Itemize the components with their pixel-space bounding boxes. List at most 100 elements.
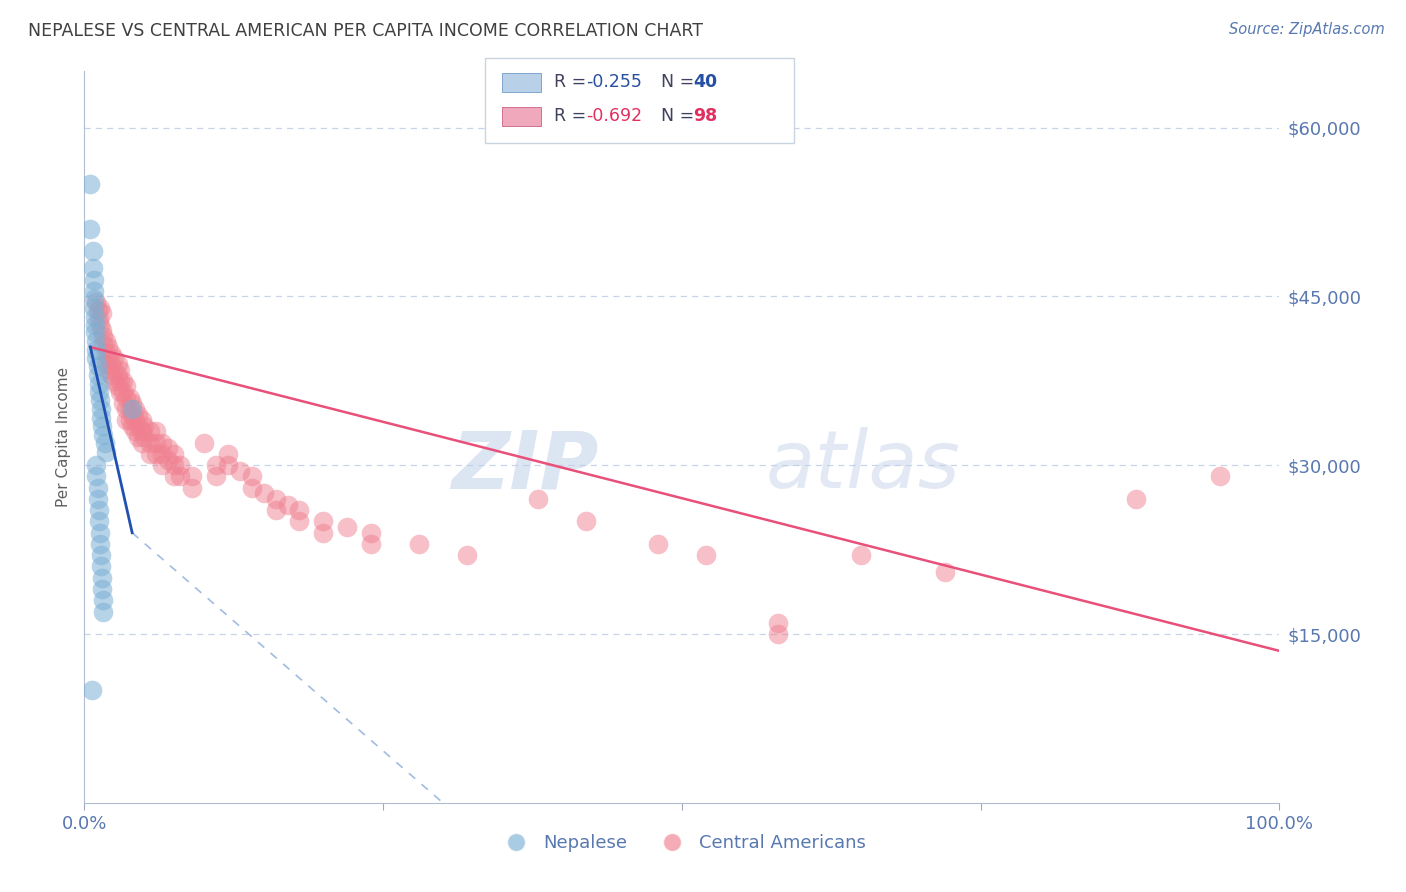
Y-axis label: Per Capita Income: Per Capita Income	[56, 367, 72, 508]
Point	[91, 306, 114, 320]
Point	[86, 295, 108, 310]
Point	[94, 345, 117, 359]
Point	[84, 318, 107, 332]
Point	[851, 548, 873, 562]
Point	[934, 565, 956, 579]
Point	[127, 430, 149, 444]
Point	[107, 368, 129, 383]
Point	[575, 515, 598, 529]
Point	[150, 435, 173, 450]
Point	[86, 334, 108, 349]
Point	[264, 503, 287, 517]
Point	[157, 452, 180, 467]
Point	[90, 548, 112, 562]
Point	[97, 340, 120, 354]
Point	[132, 430, 156, 444]
Point	[79, 177, 101, 191]
Point	[83, 272, 105, 286]
Point	[131, 435, 153, 450]
Point	[336, 520, 359, 534]
Point	[139, 425, 162, 439]
Point	[84, 326, 107, 340]
Point	[100, 368, 122, 383]
Point	[83, 292, 105, 306]
Point	[111, 385, 134, 400]
Point	[118, 401, 141, 416]
Point	[87, 515, 110, 529]
Point	[277, 498, 299, 512]
Point	[312, 525, 335, 540]
Point	[90, 411, 112, 425]
Point	[103, 374, 125, 388]
Point	[111, 374, 134, 388]
Point	[115, 391, 138, 405]
Text: 98: 98	[693, 106, 717, 125]
Point	[121, 418, 143, 433]
Point	[456, 548, 478, 562]
Point	[79, 222, 101, 236]
Point	[87, 377, 110, 392]
Point	[121, 408, 143, 422]
Point	[163, 458, 186, 473]
Point	[145, 425, 167, 439]
Point	[86, 491, 108, 506]
Point	[150, 458, 173, 473]
Point	[181, 481, 204, 495]
Point	[229, 464, 252, 478]
Point	[695, 548, 717, 562]
Point	[94, 444, 117, 458]
Point	[115, 379, 138, 393]
Point	[766, 615, 789, 630]
Point	[103, 351, 125, 366]
Point	[288, 515, 311, 529]
Point	[193, 435, 215, 450]
Point	[131, 413, 153, 427]
Text: N =: N =	[661, 72, 700, 91]
Point	[124, 425, 146, 439]
Point	[115, 413, 138, 427]
Point	[217, 458, 239, 473]
Point	[163, 469, 186, 483]
Point	[89, 525, 111, 540]
Point	[89, 301, 111, 315]
Point	[1209, 469, 1232, 483]
Point	[360, 537, 382, 551]
Point	[110, 374, 132, 388]
Point	[93, 336, 115, 351]
Text: Source: ZipAtlas.com: Source: ZipAtlas.com	[1229, 22, 1385, 37]
Point	[1125, 491, 1147, 506]
Point	[93, 328, 115, 343]
Point	[253, 486, 276, 500]
Point	[91, 418, 114, 433]
Point	[94, 357, 117, 371]
Text: -0.255: -0.255	[586, 72, 643, 91]
Point	[110, 385, 132, 400]
Point	[86, 481, 108, 495]
Point	[89, 392, 111, 407]
Point	[91, 323, 114, 337]
Point	[145, 435, 167, 450]
Point	[121, 396, 143, 410]
Point	[87, 503, 110, 517]
Point	[94, 334, 117, 349]
Point	[103, 362, 125, 376]
Point	[240, 481, 263, 495]
Point	[150, 447, 173, 461]
Point	[100, 357, 122, 371]
Point	[83, 301, 105, 315]
Point	[93, 435, 115, 450]
Text: NEPALESE VS CENTRAL AMERICAN PER CAPITA INCOME CORRELATION CHART: NEPALESE VS CENTRAL AMERICAN PER CAPITA …	[28, 22, 703, 40]
Point	[84, 310, 107, 324]
Text: ZIP: ZIP	[451, 427, 599, 506]
Point	[90, 559, 112, 574]
Point	[169, 458, 191, 473]
Point	[83, 284, 105, 298]
Point	[86, 469, 108, 483]
Point	[93, 605, 115, 619]
Point	[87, 385, 110, 400]
Point	[82, 244, 104, 259]
Point	[86, 458, 108, 473]
Point	[131, 425, 153, 439]
Point	[360, 525, 382, 540]
Point	[312, 515, 335, 529]
